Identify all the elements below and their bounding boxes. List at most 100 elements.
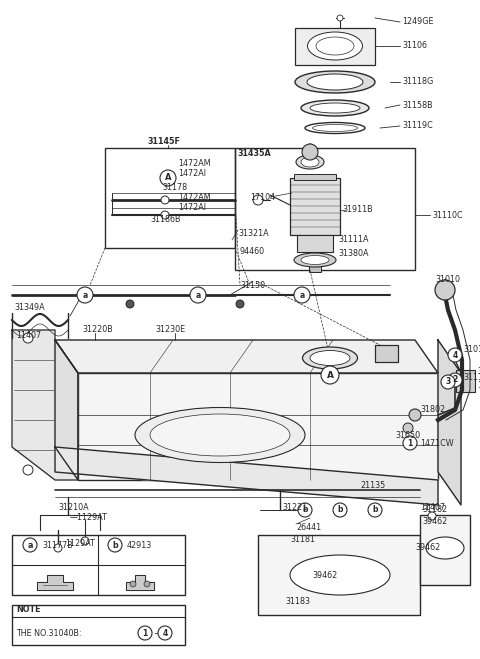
Circle shape [161, 211, 169, 219]
Ellipse shape [296, 155, 324, 169]
Circle shape [126, 300, 134, 308]
Bar [12, 535, 185, 595]
Bar [297, 235, 333, 252]
Text: 31321A: 31321A [238, 229, 269, 237]
Circle shape [448, 373, 462, 387]
Bar [258, 535, 420, 615]
Text: THE NO.31040B:: THE NO.31040B: [16, 629, 84, 637]
Text: a: a [83, 291, 88, 299]
Text: 1472AI: 1472AI [178, 204, 206, 212]
Bar [12, 605, 185, 645]
Text: 31186B: 31186B [150, 215, 180, 225]
Ellipse shape [290, 555, 390, 595]
Ellipse shape [301, 256, 329, 264]
Text: 31178: 31178 [162, 183, 187, 192]
Ellipse shape [312, 125, 358, 132]
Text: –: – [152, 629, 161, 637]
Text: A: A [165, 173, 171, 183]
Text: 31650: 31650 [395, 430, 420, 440]
Text: 11407: 11407 [16, 331, 41, 339]
Text: 31145F: 31145F [148, 138, 181, 146]
Bar [456, 370, 475, 392]
Text: 31181: 31181 [290, 536, 315, 544]
Text: 31012: 31012 [463, 345, 480, 355]
Bar [105, 148, 235, 248]
Circle shape [81, 537, 89, 545]
Text: —1129AT: —1129AT [70, 513, 108, 523]
Text: 31435A: 31435A [238, 148, 272, 158]
Ellipse shape [305, 123, 365, 134]
Circle shape [448, 348, 462, 362]
Circle shape [161, 196, 169, 204]
Bar [78, 373, 438, 480]
Circle shape [253, 195, 263, 205]
Polygon shape [55, 340, 78, 480]
Bar [295, 28, 375, 65]
Text: 4: 4 [162, 629, 168, 637]
Polygon shape [37, 575, 73, 590]
Circle shape [428, 512, 436, 520]
Ellipse shape [316, 37, 354, 55]
Polygon shape [12, 330, 78, 480]
Text: 31183: 31183 [285, 598, 310, 606]
Text: 1471CW: 1471CW [420, 438, 454, 447]
Circle shape [23, 465, 33, 475]
Circle shape [409, 409, 421, 421]
Text: 31911B: 31911B [342, 206, 372, 214]
Circle shape [130, 581, 136, 587]
Text: 1: 1 [143, 629, 148, 637]
Text: 31110C: 31110C [432, 210, 463, 219]
Bar [375, 345, 398, 362]
Text: 94460: 94460 [240, 248, 265, 256]
Polygon shape [55, 447, 438, 505]
Polygon shape [55, 340, 438, 373]
Ellipse shape [308, 32, 362, 60]
Text: 1339CC: 1339CC [477, 380, 480, 389]
Text: 31150: 31150 [240, 281, 265, 289]
Circle shape [368, 503, 382, 517]
Circle shape [190, 287, 206, 303]
Text: 1129AT: 1129AT [65, 538, 95, 548]
Polygon shape [126, 575, 154, 590]
Bar [375, 345, 398, 362]
Text: 31802: 31802 [420, 405, 445, 415]
Bar [290, 178, 340, 235]
Circle shape [77, 287, 93, 303]
Text: 31010: 31010 [435, 275, 460, 285]
Text: 31210A: 31210A [58, 503, 89, 511]
Bar [294, 174, 336, 180]
Circle shape [236, 300, 244, 308]
Circle shape [108, 538, 122, 552]
Ellipse shape [301, 100, 369, 116]
Text: a: a [27, 540, 33, 550]
Text: 3: 3 [445, 378, 451, 386]
Ellipse shape [302, 347, 358, 369]
Ellipse shape [307, 74, 363, 90]
Text: 39462: 39462 [422, 517, 447, 527]
Text: 1472AM: 1472AM [178, 159, 211, 167]
Text: 31380A: 31380A [338, 248, 369, 258]
Text: b: b [337, 505, 343, 515]
Text: 31182: 31182 [422, 505, 447, 515]
Text: 31118G: 31118G [402, 78, 433, 86]
Bar [420, 515, 470, 585]
Text: 31177B: 31177B [42, 540, 73, 550]
Text: 1: 1 [408, 438, 413, 447]
Circle shape [138, 626, 152, 640]
Circle shape [298, 503, 312, 517]
Text: 1472AI: 1472AI [178, 169, 206, 177]
Circle shape [435, 280, 455, 300]
Text: 17104: 17104 [250, 194, 275, 202]
Text: b: b [302, 505, 308, 515]
Circle shape [321, 366, 339, 384]
Text: 31230E: 31230E [155, 326, 185, 335]
Bar [235, 148, 415, 270]
Text: NOTE: NOTE [16, 606, 40, 614]
Circle shape [158, 626, 172, 640]
Text: 31158B: 31158B [402, 101, 432, 109]
Text: a: a [300, 291, 305, 299]
Text: a: a [195, 291, 201, 299]
Text: b: b [372, 505, 378, 515]
Text: 2: 2 [452, 376, 457, 384]
Text: 31111A: 31111A [338, 235, 369, 244]
